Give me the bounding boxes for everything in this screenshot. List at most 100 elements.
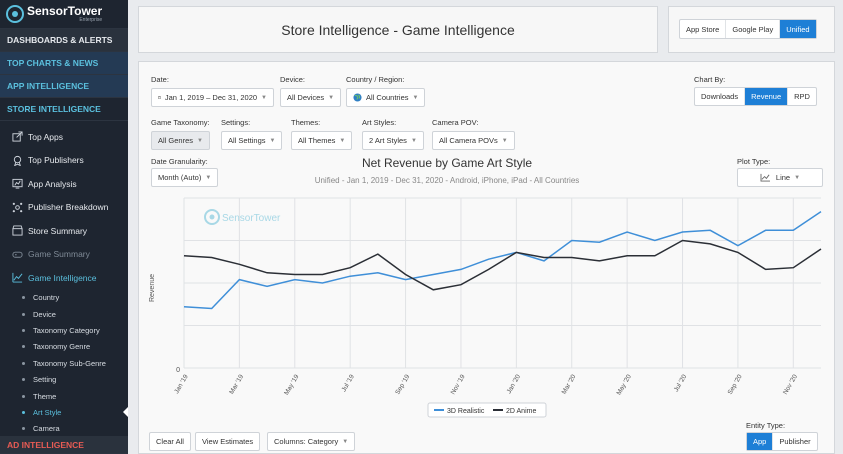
date-label: Date: — [151, 75, 169, 84]
series-line-2d-anime[interactable] — [183, 239, 822, 291]
sub-taxonomy-subgenre[interactable]: Taxonomy Sub-Genre — [0, 355, 128, 371]
art-styles-select[interactable]: 2 Art Styles ▼ — [362, 131, 424, 150]
x-tick-label: Sep '19 — [394, 373, 411, 396]
nav-top-publishers[interactable]: Top Publishers — [0, 149, 128, 173]
entity-publisher[interactable]: Publisher — [779, 437, 811, 446]
settings-value: All Settings — [228, 136, 266, 145]
chevron-down-icon: ▼ — [205, 174, 212, 181]
sub-label: Camera — [33, 424, 60, 434]
granularity-select[interactable]: Month (Auto) ▼ — [151, 168, 219, 187]
bullet-icon — [22, 361, 25, 365]
x-tick-label: Sep '20 — [727, 373, 744, 396]
series-line-3d-realistic[interactable] — [183, 210, 822, 310]
device-select[interactable]: All Devices ▼ — [280, 88, 342, 107]
settings-select[interactable]: All Settings ▼ — [221, 131, 283, 150]
taxonomy-label: Game Taxonomy: — [151, 118, 210, 127]
bullet-icon — [22, 345, 25, 349]
bullet-icon — [22, 394, 25, 398]
section-ad-intelligence[interactable]: AD INTELLIGENCE — [0, 436, 128, 454]
columns-select[interactable]: Columns: Category ▼ — [267, 432, 356, 451]
themes-select[interactable]: All Themes ▼ — [291, 131, 353, 150]
legend-2d-anime[interactable]: 2D Anime — [506, 408, 536, 415]
nav-top-apps[interactable]: Top Apps — [0, 125, 128, 149]
plot-type-select[interactable]: Line ▼ — [737, 168, 823, 187]
bullet-icon — [22, 427, 25, 431]
bullet-icon — [22, 378, 25, 382]
date-value: Jan 1, 2019 – Dec 31, 2020 — [164, 93, 258, 102]
device-value: All Devices — [287, 93, 325, 102]
bullet-icon — [22, 296, 25, 300]
plot-type-label: Plot Type: — [737, 157, 771, 166]
brand-logo[interactable]: SensorTower Enterprise — [0, 0, 128, 29]
x-tick-label: Mar '19 — [228, 373, 245, 395]
chevron-down-icon: ▼ — [328, 94, 335, 101]
country-select[interactable]: All Countries ▼ — [346, 88, 426, 107]
chevron-down-icon: ▼ — [410, 137, 417, 144]
x-tick-label: Jul '19 — [341, 373, 357, 393]
taxonomy-select[interactable]: All Genres ▼ — [151, 131, 210, 150]
sub-label: Device — [33, 309, 56, 319]
x-tick-label: Nov '19 — [450, 373, 467, 396]
game-chart-icon — [12, 273, 23, 283]
sub-taxonomy-genre[interactable]: Taxonomy Genre — [0, 339, 128, 355]
section-app-intelligence[interactable]: APP INTELLIGENCE — [0, 75, 128, 98]
clear-all-button[interactable]: Clear All — [149, 432, 191, 451]
view-estimates-button[interactable]: View Estimates — [195, 432, 261, 451]
store-unified[interactable]: Unified — [780, 20, 816, 38]
nav-app-analysis[interactable]: App Analysis — [0, 172, 128, 196]
themes-label: Themes: — [291, 118, 321, 127]
chevron-down-icon: ▼ — [794, 174, 801, 181]
sub-taxonomy-category[interactable]: Taxonomy Category — [0, 322, 128, 338]
x-tick-label: May '19 — [283, 373, 301, 396]
chevron-down-icon: ▼ — [197, 137, 203, 144]
sub-art-style[interactable]: Art Style — [0, 404, 128, 420]
nav-label: Top Apps — [28, 131, 63, 142]
chart-title: Net Revenue by Game Art Style — [361, 156, 533, 170]
nav-game-intelligence[interactable]: Game Intelligence — [0, 266, 128, 290]
page-title: Store Intelligence - Game Intelligence — [138, 6, 658, 53]
bullet-icon — [22, 312, 25, 316]
chevron-down-icon: ▼ — [261, 94, 267, 101]
camera-value: All Camera POVs — [439, 136, 498, 145]
nav-label: App Analysis — [28, 178, 77, 189]
chart-watermark: SensorTower — [204, 209, 281, 225]
store-app-store[interactable]: App Store — [680, 20, 727, 38]
chart-by-downloads[interactable]: Downloads — [695, 88, 746, 105]
x-tick-label: Nov '20 — [782, 373, 799, 396]
legend-3d-realistic[interactable]: 3D Realistic — [447, 408, 485, 415]
chart-by-rpd[interactable]: RPD — [794, 92, 810, 101]
columns-value: Columns: Category — [274, 437, 339, 446]
sub-camera[interactable]: Camera — [0, 421, 128, 437]
sub-label: Taxonomy Genre — [33, 342, 91, 352]
nav-game-summary[interactable]: Game Summary — [0, 243, 128, 267]
sub-label: Taxonomy Sub-Genre — [33, 358, 106, 368]
chart-by-revenue[interactable]: Revenue — [745, 88, 789, 105]
store-google-play[interactable]: Google Play — [726, 20, 781, 38]
nav-store-summary[interactable]: Store Summary — [0, 219, 128, 243]
sub-device[interactable]: Device — [0, 306, 128, 322]
section-top-charts[interactable]: TOP CHARTS & NEWS — [0, 52, 128, 75]
sub-label: Country — [33, 293, 60, 303]
legend-box — [427, 402, 547, 418]
camera-select[interactable]: All Camera POVs ▼ — [432, 131, 515, 150]
x-tick-label: Jan '20 — [506, 373, 523, 395]
art-styles-label: Art Styles: — [362, 118, 397, 127]
sensortower-logo-icon — [6, 5, 24, 23]
sub-theme[interactable]: Theme — [0, 388, 128, 404]
plot-type-value: Line — [775, 173, 791, 182]
date-picker[interactable]: Jan 1, 2019 – Dec 31, 2020 ▼ — [151, 88, 274, 107]
settings-label: Settings: — [221, 118, 251, 127]
section-dashboards[interactable]: DASHBOARDS & ALERTS — [0, 29, 128, 52]
sub-setting[interactable]: Setting — [0, 371, 128, 387]
nav-publisher-breakdown[interactable]: Publisher Breakdown — [0, 196, 128, 220]
watermark-logo-icon — [204, 209, 220, 225]
sub-country[interactable]: Country — [0, 290, 128, 306]
chart-series — [183, 210, 822, 310]
x-tick-label: Mar '20 — [561, 373, 578, 395]
store-toggle-box: App Store Google Play Unified — [668, 6, 835, 53]
entity-app[interactable]: App — [747, 433, 774, 450]
section-store-intelligence[interactable]: STORE INTELLIGENCE — [0, 98, 128, 121]
chevron-down-icon: ▼ — [501, 137, 508, 144]
store-icon — [12, 225, 23, 236]
nav-label: Game Summary — [28, 249, 90, 260]
